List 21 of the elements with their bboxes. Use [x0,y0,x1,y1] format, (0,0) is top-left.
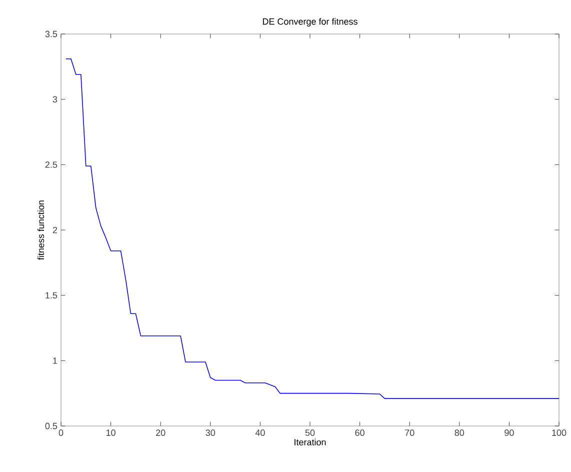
y-tick-label: 2.5 [45,161,58,168]
x-tick-label: 30 [206,430,216,436]
x-tick-label: 70 [405,430,414,436]
x-tick-label: 80 [454,430,464,436]
x-tick-label: 100 [552,430,566,436]
y-tick-label: 1.5 [46,292,58,298]
y-tick-label: 1 [53,358,58,364]
y-tick-label: 2 [52,226,58,234]
x-tick-label: 40 [255,430,265,436]
x-tick-label: 20 [156,430,166,436]
x-tick-label: 10 [106,430,116,436]
y-axis-title: fitness function [37,200,44,260]
x-tick-label: 50 [305,430,315,436]
x-tick-label: 60 [355,430,364,436]
x-axis-title: Iteration [294,438,326,446]
y-tick-label: 0.5 [45,422,58,430]
y-tick-label: 3.5 [45,30,58,38]
x-tick-label: 0 [58,430,64,436]
y-tick-label: 3 [52,96,58,103]
x-tick-label: 90 [504,430,514,436]
chart-title: DE Converge for fitness [262,18,358,26]
